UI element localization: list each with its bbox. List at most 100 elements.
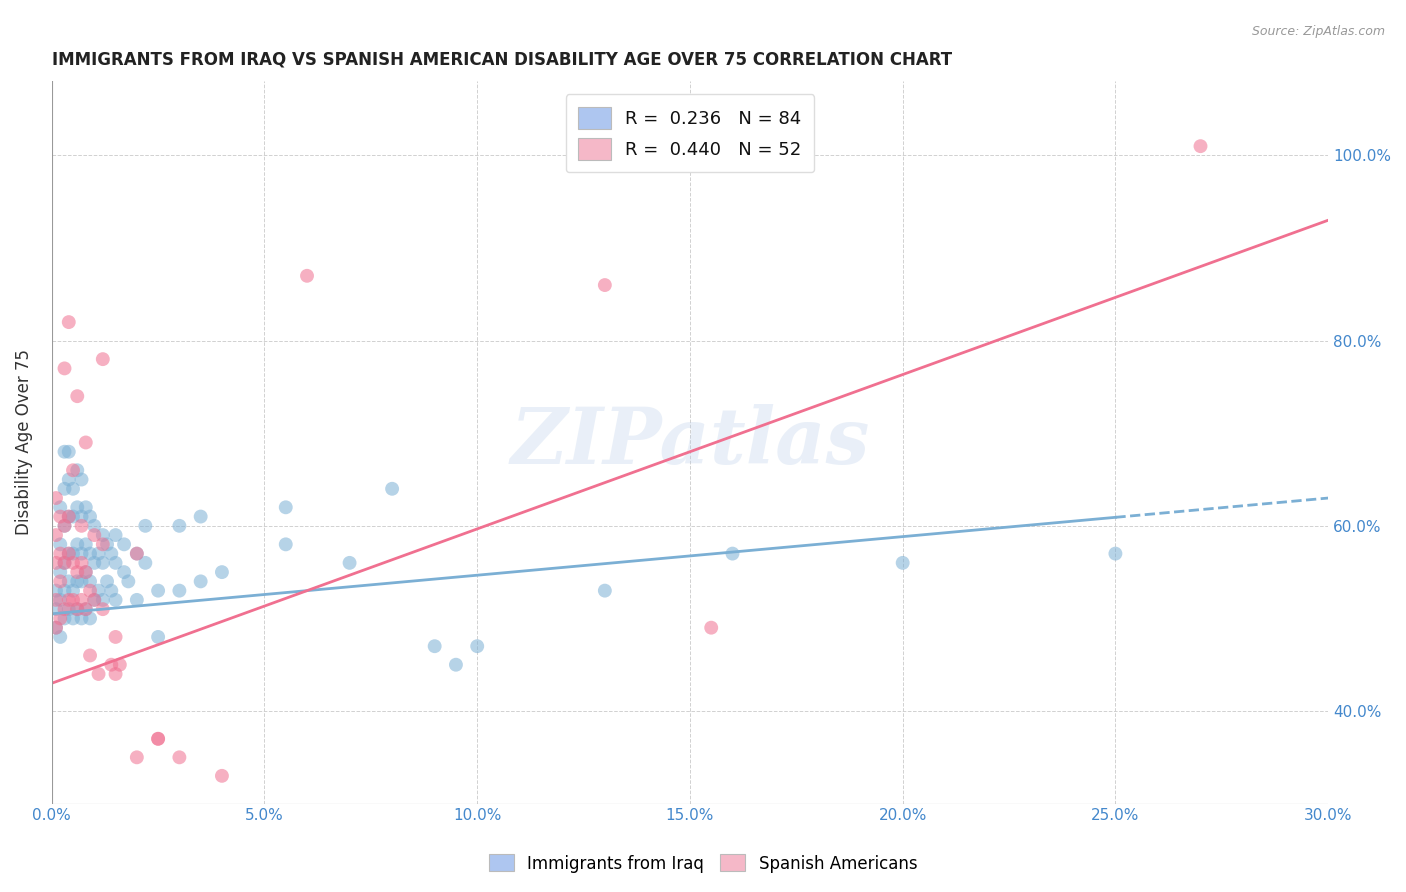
Y-axis label: Disability Age Over 75: Disability Age Over 75: [15, 350, 32, 535]
Point: [49, 611, 72, 625]
Point: [79, 583, 101, 598]
Point: [49, 565, 72, 579]
Point: [45, 528, 67, 542]
Point: [83, 556, 105, 570]
Point: [53, 518, 76, 533]
Point: [49, 537, 72, 551]
Point: [87, 547, 110, 561]
Point: [53, 556, 76, 570]
Point: [381, 482, 404, 496]
Point: [58, 509, 80, 524]
Point: [593, 583, 616, 598]
Point: [62, 556, 84, 570]
Point: [104, 556, 127, 570]
Point: [91, 537, 114, 551]
Point: [339, 556, 361, 570]
Point: [62, 583, 84, 598]
Point: [45, 491, 67, 505]
Point: [66, 602, 89, 616]
Point: [70, 509, 93, 524]
Point: [169, 518, 191, 533]
Point: [117, 574, 139, 589]
Point: [62, 611, 84, 625]
Point: [62, 593, 84, 607]
Point: [91, 593, 114, 607]
Point: [45, 583, 67, 598]
Point: [49, 630, 72, 644]
Point: [465, 639, 488, 653]
Point: [49, 574, 72, 589]
Point: [70, 473, 93, 487]
Point: [66, 389, 89, 403]
Point: [79, 611, 101, 625]
Point: [75, 537, 97, 551]
Point: [169, 583, 191, 598]
Point: [45, 621, 67, 635]
Point: [125, 750, 148, 764]
Legend: R =  0.236   N = 84, R =  0.440   N = 52: R = 0.236 N = 84, R = 0.440 N = 52: [565, 94, 814, 172]
Point: [104, 667, 127, 681]
Point: [58, 602, 80, 616]
Point: [190, 509, 212, 524]
Point: [58, 574, 80, 589]
Point: [45, 556, 67, 570]
Point: [444, 657, 467, 672]
Point: [91, 602, 114, 616]
Point: [91, 352, 114, 367]
Point: [70, 611, 93, 625]
Point: [66, 602, 89, 616]
Point: [79, 648, 101, 663]
Point: [70, 547, 93, 561]
Point: [79, 574, 101, 589]
Point: [211, 565, 233, 579]
Point: [274, 537, 297, 551]
Point: [49, 547, 72, 561]
Point: [146, 731, 169, 746]
Point: [66, 574, 89, 589]
Point: [100, 583, 122, 598]
Point: [58, 509, 80, 524]
Point: [83, 593, 105, 607]
Point: [125, 547, 148, 561]
Point: [83, 528, 105, 542]
Point: [100, 657, 122, 672]
Point: [79, 547, 101, 561]
Point: [146, 630, 169, 644]
Point: [75, 435, 97, 450]
Point: [70, 556, 93, 570]
Point: [58, 547, 80, 561]
Point: [70, 518, 93, 533]
Point: [190, 574, 212, 589]
Point: [146, 731, 169, 746]
Point: [134, 518, 156, 533]
Point: [1189, 139, 1212, 153]
Point: [104, 528, 127, 542]
Point: [134, 556, 156, 570]
Point: [1104, 547, 1126, 561]
Point: [66, 565, 89, 579]
Point: [62, 547, 84, 561]
Point: [721, 547, 744, 561]
Point: [75, 565, 97, 579]
Point: [53, 444, 76, 458]
Point: [96, 537, 118, 551]
Point: [70, 574, 93, 589]
Text: ZIPatlas: ZIPatlas: [510, 404, 870, 481]
Point: [53, 482, 76, 496]
Point: [83, 593, 105, 607]
Point: [62, 482, 84, 496]
Point: [295, 268, 318, 283]
Point: [87, 667, 110, 681]
Point: [100, 547, 122, 561]
Text: Source: ZipAtlas.com: Source: ZipAtlas.com: [1251, 25, 1385, 38]
Point: [75, 602, 97, 616]
Point: [112, 537, 135, 551]
Point: [58, 547, 80, 561]
Point: [53, 361, 76, 376]
Point: [125, 547, 148, 561]
Point: [169, 750, 191, 764]
Point: [75, 602, 97, 616]
Point: [75, 565, 97, 579]
Point: [91, 556, 114, 570]
Point: [49, 500, 72, 515]
